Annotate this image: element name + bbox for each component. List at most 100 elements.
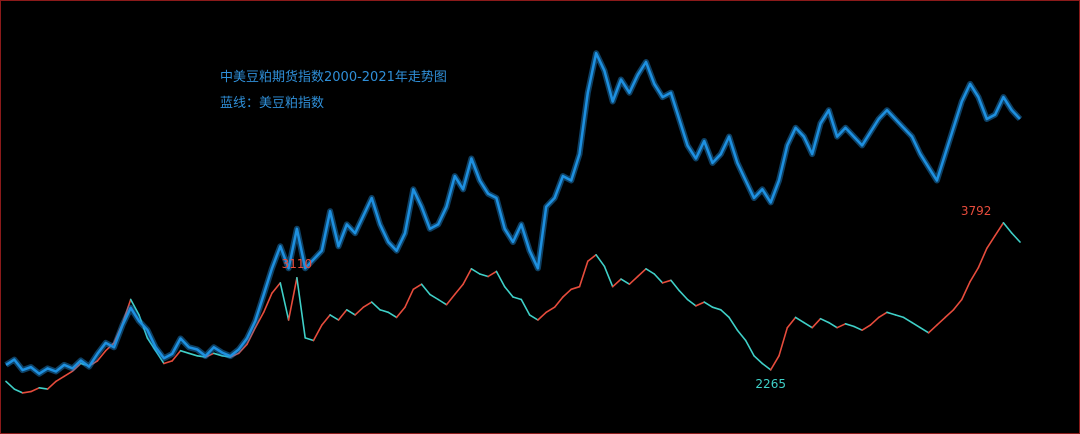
cn-index-segment xyxy=(320,314,331,326)
cn-index-segment xyxy=(38,386,49,390)
cn-index-segment xyxy=(254,311,265,329)
cn-index-segment xyxy=(412,283,423,291)
cn-index-segment xyxy=(994,222,1005,237)
cn-index-segment xyxy=(952,298,963,311)
cn-index-segment xyxy=(337,308,348,321)
cn-index-segment xyxy=(844,322,855,328)
cn-index-segment xyxy=(645,267,656,275)
cn-index-segment xyxy=(462,267,473,286)
cn-index-segment xyxy=(312,324,323,342)
us-index-line xyxy=(5,51,1021,375)
cn-index-segment xyxy=(944,308,955,319)
cn-index-segment xyxy=(852,325,863,332)
cn-index-segment xyxy=(13,388,24,394)
cn-index-segment xyxy=(345,308,356,316)
cn-index-segment xyxy=(487,270,498,278)
cn-index-segment xyxy=(429,293,440,301)
cn-index-segment xyxy=(279,282,290,321)
cn-index-segment xyxy=(262,292,273,314)
cn-index-segment xyxy=(437,298,448,306)
cn-index-segment xyxy=(695,301,706,307)
cn-index-segment xyxy=(379,308,390,314)
cn-index-segment xyxy=(803,321,814,329)
cn-index-segment xyxy=(246,326,257,346)
cn-index-segment xyxy=(221,354,232,358)
cn-index-segment xyxy=(296,276,307,339)
cn-index-segment xyxy=(213,352,223,357)
cn-index-segment xyxy=(611,278,622,288)
cn-index-segment xyxy=(171,349,182,362)
cn-index-segment xyxy=(877,311,888,319)
cn-index-segment xyxy=(188,352,198,357)
cn-index-segment xyxy=(404,288,415,309)
cn-index-segment xyxy=(537,311,548,321)
cn-index-segment xyxy=(96,349,107,362)
cn-index-segment xyxy=(329,314,340,321)
cn-index-segment xyxy=(271,282,282,294)
cn-index-segment xyxy=(886,311,897,316)
cn-index-segment xyxy=(786,316,797,329)
cn-index-segment xyxy=(736,329,747,342)
cn-index-segment xyxy=(811,317,822,329)
cn-index-segment xyxy=(129,298,140,316)
cn-index-segment xyxy=(711,306,722,311)
cn-series-layer xyxy=(5,222,1021,394)
cn-index-segment xyxy=(761,362,772,371)
cn-index-segment xyxy=(620,278,631,286)
chart-subtitle: 蓝线：美豆粕指数 xyxy=(220,96,325,111)
cn-index-segment xyxy=(836,322,847,329)
cn-index-segment xyxy=(237,343,248,355)
cn-index-segment xyxy=(512,296,523,301)
cn-index-segment xyxy=(545,306,556,314)
cn-index-segment xyxy=(30,386,41,393)
cn-index-segment xyxy=(370,301,381,311)
cn-index-segment xyxy=(1010,232,1021,243)
cn-index-segment xyxy=(478,273,489,278)
cn-index-segment xyxy=(869,316,880,326)
cn-index-segment xyxy=(104,342,115,352)
cn-index-segment xyxy=(969,266,980,283)
cn-index-segment xyxy=(495,270,506,288)
cn-index-segment xyxy=(395,306,406,319)
cn-index-segment xyxy=(769,354,780,371)
cn-index-segment xyxy=(894,314,905,319)
cn-index-segment xyxy=(362,301,373,309)
cn-index-segment xyxy=(196,354,207,358)
cn-index-segment xyxy=(911,321,922,329)
cn-index-segment xyxy=(744,339,755,357)
cn-index-segment xyxy=(470,267,481,275)
cn-index-segment xyxy=(586,254,597,263)
cn-index-segment xyxy=(179,349,190,355)
cn-index-segment xyxy=(919,326,930,334)
cn-index-segment xyxy=(562,288,573,298)
cn-index-segment xyxy=(578,260,589,288)
cn-index-segment xyxy=(146,337,157,352)
annotation-label-0: 3792 xyxy=(961,204,992,218)
cn-index-segment xyxy=(819,317,830,324)
cn-index-segment xyxy=(661,279,672,284)
cn-index-segment xyxy=(794,316,805,324)
us-series-layer xyxy=(4,50,1023,377)
cn-index-segment xyxy=(63,370,74,378)
cn-index-segment xyxy=(719,308,730,319)
cn-index-segment xyxy=(71,362,82,373)
cn-index-segment xyxy=(387,311,398,319)
cn-index-segment xyxy=(827,321,838,329)
cn-index-segment xyxy=(703,301,714,309)
cn-index-segment xyxy=(528,314,539,321)
cn-index-segment xyxy=(354,306,365,316)
cn-index-segment xyxy=(778,326,789,357)
cn-index-segment xyxy=(936,316,947,326)
annotation-layer: 3792 2265 3110 xyxy=(282,204,992,391)
cn-index-segment xyxy=(520,298,531,316)
cn-index-segment xyxy=(960,280,971,301)
cn-index-segment xyxy=(985,234,996,250)
cn-index-segment xyxy=(420,283,431,296)
cn-index-segment xyxy=(55,375,65,383)
cn-index-segment xyxy=(154,349,165,365)
annotation-label-2: 3110 xyxy=(282,257,313,271)
cn-index-segment xyxy=(445,293,456,306)
cn-index-segment xyxy=(21,390,32,394)
